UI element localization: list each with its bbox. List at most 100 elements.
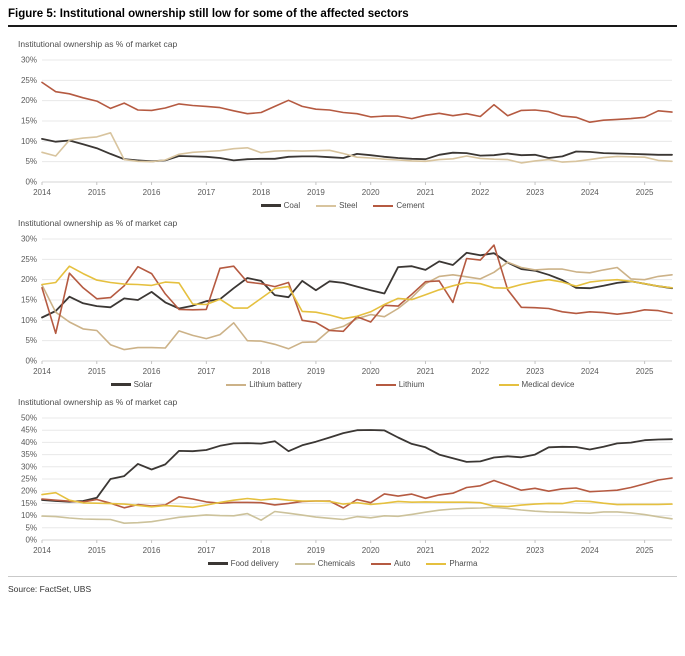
- x-axis-tick-label: 2021: [417, 367, 435, 376]
- y-axis-tick-label: 15%: [21, 499, 37, 508]
- line-chart-food-chem-auto-pharma: 0% 5% 10% 15% 20% 25% 30% 35% 40% 45% 50% 2014 2015 2…: [21, 414, 673, 555]
- y-axis-tick-label: 20%: [21, 487, 37, 496]
- chart-legend: Solar Lithium battery Lithium Medical devic…: [8, 380, 677, 389]
- legend-item-chemicals: Chemicals: [294, 559, 355, 568]
- x-axis-tick-label: 2022: [471, 188, 489, 197]
- chart-block-food-chem-auto-pharma: Institutional ownership as % of market c…: [8, 397, 677, 568]
- y-axis-tick-label: 10%: [21, 316, 37, 325]
- legend-item-food-delivery: Food delivery: [207, 559, 279, 568]
- y-axis-tick-label: 20%: [21, 275, 37, 284]
- legend-label: Lithium: [398, 380, 425, 389]
- legend-swatch-pharma: [426, 562, 447, 565]
- x-axis-tick-label: 2017: [197, 367, 215, 376]
- legend-label: Steel: [339, 201, 358, 210]
- x-axis-tick-label: 2023: [526, 367, 544, 376]
- y-axis-tick-label: 30%: [21, 462, 37, 471]
- x-axis-tick-label: 2022: [471, 546, 489, 555]
- line-series-chemicals: [41, 506, 673, 524]
- x-axis-tick-label: 2024: [581, 188, 599, 197]
- x-axis-tick-label: 2022: [471, 367, 489, 376]
- y-axis-tick-label: 20%: [21, 96, 37, 105]
- x-axis-tick-label: 2024: [581, 546, 599, 555]
- x-axis-tick-label: 2025: [636, 546, 654, 555]
- legend-label: Pharma: [449, 559, 478, 568]
- x-axis-tick-label: 2025: [636, 188, 654, 197]
- line-series-steel: [41, 132, 673, 164]
- y-axis-tick-label: 30%: [21, 56, 37, 65]
- line-series-cement: [41, 81, 673, 123]
- figure-container: Figure 5: Institutional ownership still …: [8, 8, 677, 594]
- x-axis-tick-label: 2015: [88, 546, 106, 555]
- legend-item-solar: Solar: [110, 380, 153, 389]
- y-axis-tick-label: 30%: [21, 235, 37, 244]
- legend-label: Coal: [283, 201, 301, 210]
- chart-subtitle: Institutional ownership as % of market c…: [18, 39, 178, 49]
- y-axis-tick-label: 0%: [25, 357, 37, 366]
- legend-swatch-coal: [260, 204, 281, 207]
- y-axis-tick-label: 25%: [21, 76, 37, 85]
- y-axis-tick-label: 5%: [25, 523, 37, 532]
- y-axis-tick-label: 0%: [25, 536, 37, 545]
- y-axis-tick-label: 0%: [25, 178, 37, 187]
- x-axis-tick-label: 2018: [252, 367, 270, 376]
- source-note: Source: FactSet, UBS: [8, 584, 92, 594]
- x-axis-tick-label: 2016: [143, 188, 161, 197]
- y-axis-tick-label: 5%: [25, 157, 37, 166]
- footer-divider: [8, 576, 677, 577]
- x-axis-tick-label: 2018: [252, 546, 270, 555]
- y-axis-tick-label: 10%: [21, 137, 37, 146]
- x-axis-tick-label: 2018: [252, 188, 270, 197]
- legend-swatch-cement: [373, 204, 394, 207]
- chart-subtitle: Institutional ownership as % of market c…: [18, 397, 178, 407]
- legend-label: Medical device: [521, 380, 575, 389]
- legend-item-cement: Cement: [373, 201, 424, 210]
- legend-swatch-chemicals: [294, 562, 315, 565]
- figure-title: Figure 5: Institutional ownership still …: [8, 8, 409, 20]
- legend-item-lithium-battery: Lithium battery: [226, 380, 302, 389]
- legend-item-lithium: Lithium: [375, 380, 425, 389]
- x-axis-tick-label: 2020: [362, 188, 380, 197]
- legend-label: Solar: [133, 380, 153, 389]
- legend-swatch-auto: [370, 562, 391, 565]
- line-series-pharma: [41, 491, 673, 509]
- line-chart-solar-lithium-medical: 0% 5% 10% 15% 20% 25% 30% 2014 2015 2016 2017 2018 2…: [21, 235, 673, 376]
- y-axis-tick-label: 5%: [25, 336, 37, 345]
- y-axis-tick-label: 35%: [21, 450, 37, 459]
- x-axis-tick-label: 2020: [362, 367, 380, 376]
- y-axis-tick-label: 25%: [21, 255, 37, 264]
- x-axis-tick-label: 2019: [307, 367, 325, 376]
- legend-item-steel: Steel: [316, 201, 357, 210]
- x-axis-tick-label: 2023: [526, 546, 544, 555]
- x-axis-tick-label: 2015: [88, 188, 106, 197]
- legend-swatch-steel: [316, 204, 337, 207]
- x-axis-tick-label: 2020: [362, 546, 380, 555]
- legend-swatch-lithium-battery: [226, 383, 247, 386]
- legend-label: Chemicals: [317, 559, 355, 568]
- legend-item-coal: Coal: [260, 201, 301, 210]
- legend-swatch-lithium: [375, 383, 396, 386]
- chart-legend: Coal Steel Cement: [8, 201, 677, 210]
- x-axis-tick-label: 2014: [33, 188, 51, 197]
- chart-legend: Food delivery Chemicals Auto Pharma: [8, 559, 677, 568]
- y-axis-tick-label: 45%: [21, 426, 37, 435]
- x-axis-tick-label: 2014: [33, 546, 51, 555]
- chart-block-coal-steel-cement: Institutional ownership as % of market c…: [8, 39, 677, 210]
- legend-swatch-food-delivery: [207, 562, 228, 565]
- y-axis-tick-label: 15%: [21, 117, 37, 126]
- x-axis-tick-label: 2025: [636, 367, 654, 376]
- x-axis-tick-label: 2017: [197, 546, 215, 555]
- line-chart-coal-steel-cement: 0% 5% 10% 15% 20% 25% 30% 2014 2015 2016 2017 2018 2…: [21, 56, 673, 197]
- legend-item-medical-device: Medical device: [498, 380, 575, 389]
- x-axis-tick-label: 2015: [88, 367, 106, 376]
- chart-block-solar-lithium-medical: Institutional ownership as % of market c…: [8, 218, 677, 389]
- legend-label: Lithium battery: [249, 380, 302, 389]
- y-axis-tick-label: 50%: [21, 414, 37, 423]
- line-series-medical-device: [41, 265, 673, 320]
- line-series-food-delivery: [41, 429, 673, 503]
- legend-label: Food delivery: [230, 559, 279, 568]
- y-axis-tick-label: 25%: [21, 475, 37, 484]
- x-axis-tick-label: 2016: [143, 546, 161, 555]
- y-axis-tick-label: 15%: [21, 296, 37, 305]
- legend-item-auto: Auto: [370, 559, 410, 568]
- x-axis-tick-label: 2024: [581, 367, 599, 376]
